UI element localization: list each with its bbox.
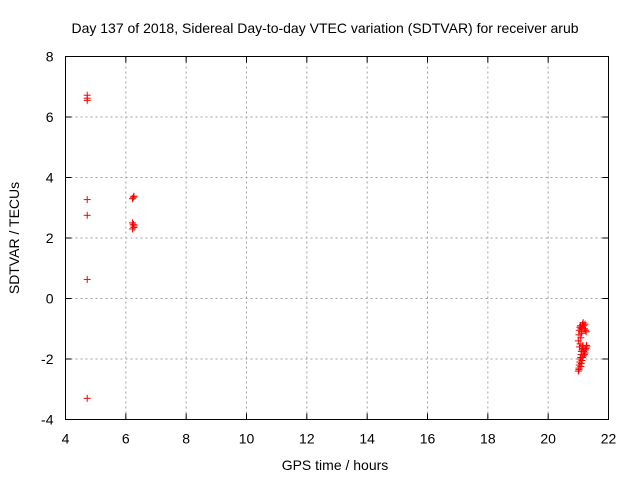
data-point [130,192,138,200]
data-point [582,328,590,336]
data-point [128,225,136,233]
data-point [128,219,136,227]
data-point [575,366,583,374]
data-point [577,363,585,371]
y-tick-label: 0 [46,291,54,307]
grid-lines [65,56,609,420]
x-tick-label: 6 [122,431,130,447]
data-point [577,360,585,368]
y-axis-label: SDTVAR / TECUs [6,182,22,294]
y-tick-label: 8 [46,49,54,65]
data-point [578,357,586,365]
x-tick-label: 10 [239,431,255,447]
data-point [576,343,584,351]
data-point [574,367,582,375]
data-point [130,223,138,231]
data-point [581,320,589,328]
data-point [582,344,590,352]
x-tick-label: 20 [540,431,556,447]
x-tick-label: 22 [601,431,617,447]
x-tick-label: 18 [480,431,496,447]
data-point [576,340,584,348]
data-point [129,193,137,201]
y-tick-label: 6 [46,109,54,125]
y-tick-label: 2 [46,230,54,246]
x-tick-label: 8 [182,431,190,447]
x-tick-labels: 4 6 8 10 12 14 16 18 20 22 [62,431,617,447]
data-point [580,325,588,333]
y-tick-label: 4 [46,170,54,186]
data-point [580,350,588,358]
data-point [579,319,587,327]
data-point [578,329,586,337]
x-tick-label: 16 [420,431,436,447]
x-tick-label: 14 [359,431,375,447]
x-tick-label: 12 [299,431,315,447]
chart-title: Day 137 of 2018, Sidereal Day-to-day VTE… [71,20,578,36]
data-points [83,91,591,402]
y-tick-label: -4 [41,412,54,428]
data-point [577,334,585,342]
data-point [83,196,91,204]
data-point [83,275,91,283]
data-point [582,326,590,334]
data-point [579,353,587,361]
data-point [581,346,589,354]
data-point [129,220,137,228]
y-tick-labels: -4 -2 0 2 4 6 8 [41,49,54,428]
data-point [83,211,91,219]
data-point [83,96,91,104]
x-tick-label: 4 [62,431,70,447]
data-point [583,343,591,351]
y-tick-label: -2 [41,351,54,367]
data-point [580,322,588,330]
data-point [579,352,587,360]
x-axis-label: GPS time / hours [282,457,389,473]
axis-ticks [65,56,609,420]
data-point [83,394,91,402]
